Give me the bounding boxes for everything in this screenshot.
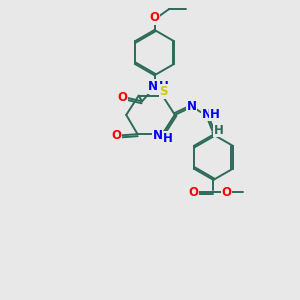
Text: O: O (149, 11, 160, 24)
Text: N: N (201, 108, 212, 121)
Text: O: O (188, 186, 198, 199)
Text: H: H (210, 108, 220, 121)
Text: O: O (112, 129, 122, 142)
Text: H: H (159, 80, 169, 93)
Text: O: O (117, 92, 128, 104)
Text: O: O (222, 186, 232, 199)
Text: N: N (152, 129, 163, 142)
Text: N: N (187, 100, 197, 113)
Text: N: N (148, 80, 158, 93)
Text: H: H (163, 132, 172, 145)
Text: H: H (214, 124, 224, 136)
Text: S: S (159, 85, 168, 98)
